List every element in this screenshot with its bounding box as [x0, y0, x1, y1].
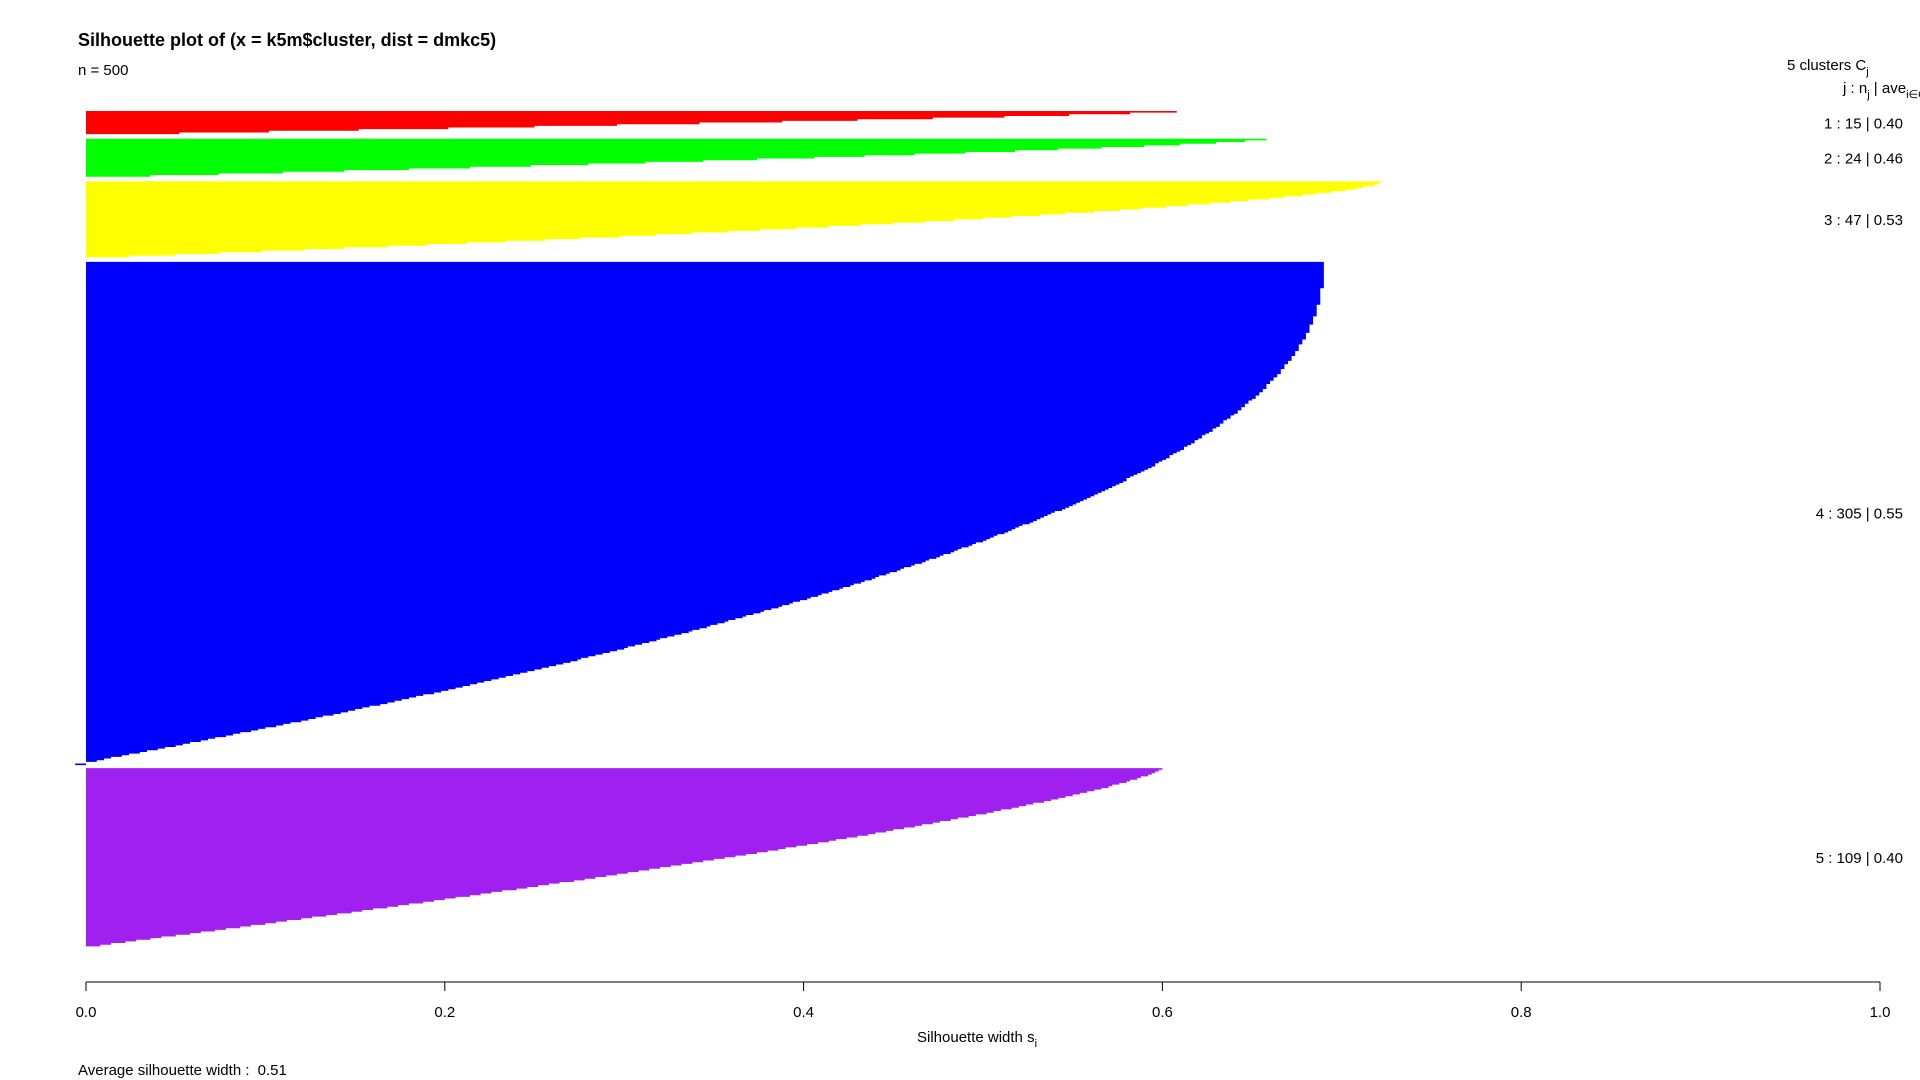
cluster-3-label: 3 : 47 | 0.53 [1824, 212, 1903, 229]
legend-header-sub: j [1865, 66, 1868, 78]
cluster-2-label: 2 : 24 | 0.46 [1824, 151, 1903, 168]
legend-header: 5 clusters Cj [1787, 57, 1869, 78]
cluster-4-label: 4 : 305 | 0.55 [1816, 506, 1903, 523]
x-axis-label-sub: i [1035, 1038, 1037, 1050]
chart-title: Silhouette plot of (x = k5m$cluster, dis… [78, 30, 496, 50]
silhouette-bars [75, 111, 1382, 948]
legend-subheader-pre: j : n [1842, 80, 1867, 97]
x-tick-label: 0.2 [434, 1004, 455, 1021]
cluster-5-silhouette-bars [86, 768, 1163, 948]
x-tick-label: 0.8 [1511, 1004, 1532, 1021]
x-axis-label: Silhouette width si [917, 1029, 1037, 1050]
legend-subheader: j : nj | avei∈Cj [1842, 80, 1920, 101]
cluster-1-label: 1 : 15 | 0.40 [1824, 115, 1903, 132]
x-axis-label-text: Silhouette width s [917, 1029, 1035, 1046]
chart-subtitle: n = 500 [78, 62, 128, 79]
cluster-2-silhouette-bars [86, 138, 1267, 179]
legend-subheader-mid: | ave [1870, 80, 1906, 97]
x-axis: 0.0 0.2 0.4 0.6 0.8 1.0 [76, 981, 1891, 1021]
cluster-4-silhouette-bars [75, 261, 1324, 766]
cluster-labels: 1 : 15 | 0.40 2 : 24 | 0.46 3 : 47 | 0.53 4… [1816, 115, 1903, 867]
cluster-1-silhouette-bars [86, 111, 1177, 136]
legend-header-text: 5 clusters C [1787, 57, 1866, 74]
legend-subheader-sub-j: j [1866, 89, 1869, 101]
cluster-5-label: 5 : 109 | 0.40 [1816, 850, 1903, 867]
legend-subheader-sub-ie: i∈Cj [1906, 89, 1920, 101]
x-tick-label: 0.4 [793, 1004, 814, 1021]
legend: 5 clusters Cj j : nj | avei∈Cj [1787, 57, 1920, 101]
x-tick-label: 0.6 [1152, 1004, 1173, 1021]
x-tick-label: 1.0 [1870, 1004, 1891, 1021]
average-silhouette-label: Average silhouette width : [78, 1062, 254, 1079]
x-tick-label: 0.0 [76, 1004, 97, 1021]
cluster-3-silhouette-bars [86, 181, 1382, 259]
average-silhouette-value: 0.51 [258, 1062, 287, 1079]
average-silhouette-width: Average silhouette width : 0.51 [78, 1062, 287, 1079]
